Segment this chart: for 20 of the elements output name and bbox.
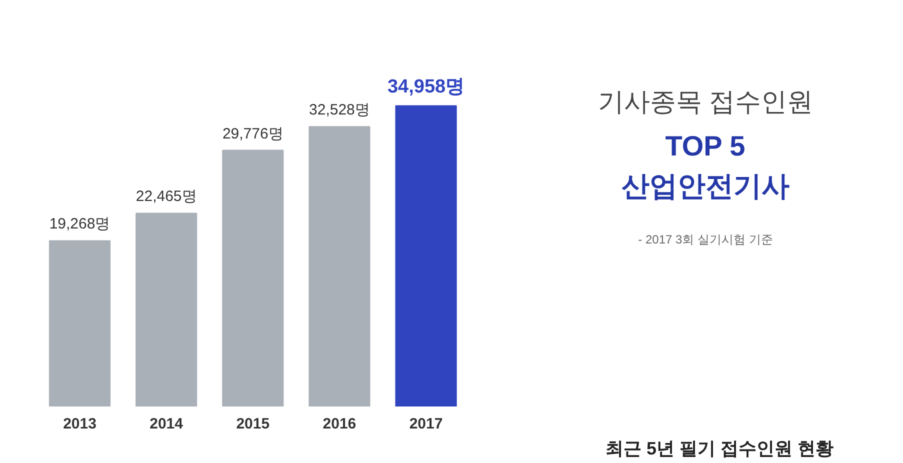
- data-label: 22,465명: [136, 188, 197, 206]
- data-label: 19,268명: [49, 216, 110, 233]
- x-tick-label: 2015: [236, 416, 270, 432]
- bar: [308, 126, 370, 406]
- x-tick-label: 2013: [63, 416, 96, 432]
- text: 산업안전기사: [622, 170, 790, 202]
- text: - 2017 3회 실기시험 기준: [638, 232, 773, 246]
- text: TOP 5: [665, 130, 746, 162]
- bar: [222, 150, 284, 406]
- data-label: 34,958명: [387, 76, 465, 98]
- x-tick-label: 2017: [409, 416, 443, 432]
- text: 기사종목 접수인원: [598, 86, 814, 116]
- data-label: 32,528명: [309, 102, 370, 119]
- data-label: 29,776명: [222, 125, 284, 142]
- bar: [395, 105, 457, 406]
- text: 최근 5년 필기 접수인원 현황: [605, 438, 834, 458]
- bar: [48, 240, 111, 406]
- x-tick-label: 2016: [322, 416, 356, 432]
- x-tick-label: 2014: [150, 416, 184, 432]
- bar: [136, 212, 198, 406]
